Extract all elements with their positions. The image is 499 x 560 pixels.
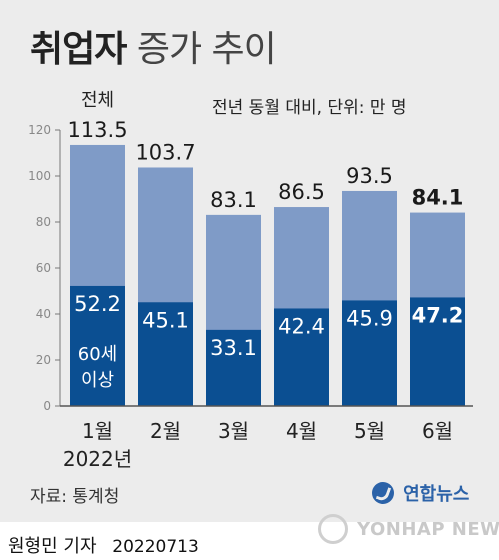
bar-chart: 0 20 40 60 80 100 120 113.5 52.2 1월 103.7 45.1 2월 83.… xyxy=(28,90,473,471)
x-tick-label-2: 2월 xyxy=(150,419,181,443)
series-label-senior-line1: 60세 xyxy=(78,344,117,365)
x-tick-label-3: 3월 xyxy=(218,419,249,443)
yonhap-logo-text: 연합뉴스 xyxy=(403,484,470,505)
bar-senior-4 xyxy=(274,308,329,406)
yonhap-logo-icon xyxy=(372,482,394,504)
unit-note: 전년 동월 대비, 단위: 만 명 xyxy=(212,98,407,118)
yonhap-logo: 연합뉴스 xyxy=(372,480,469,508)
y-tick-label-20: 20 xyxy=(36,353,51,367)
bar-senior-3 xyxy=(206,329,261,406)
watermark-icon xyxy=(318,514,348,544)
byline: 원형민 기자 20220713 xyxy=(8,532,199,558)
watermark-text: YONHAP NEWS xyxy=(357,518,499,540)
total-value-label-4: 86.5 xyxy=(278,180,325,204)
total-value-label-6: 84.1 xyxy=(412,186,464,210)
chart-title: 취업자 증가 추이 xyxy=(30,20,277,72)
byline-name: 원형민 기자 xyxy=(8,536,97,557)
senior-value-label-5: 45.9 xyxy=(346,306,393,330)
series-label-total: 전체 xyxy=(81,90,114,111)
x-tick-label-1: 1월 xyxy=(82,419,113,443)
senior-value-label-2: 45.1 xyxy=(142,308,189,332)
source-note: 자료: 통계청 xyxy=(30,487,120,507)
y-tick-label-120: 120 xyxy=(28,123,51,137)
series-label-senior-line2: 이상 xyxy=(81,370,114,391)
bar-senior-2 xyxy=(138,302,193,406)
x-year-label: 2022년 xyxy=(63,447,132,471)
total-value-label-1: 113.5 xyxy=(67,118,127,142)
total-value-label-2: 103.7 xyxy=(135,140,195,164)
total-value-label-3: 83.1 xyxy=(210,188,257,212)
senior-value-label-3: 33.1 xyxy=(210,336,257,360)
bar-senior-5 xyxy=(342,300,397,406)
x-tick-label-5: 5월 xyxy=(354,419,385,443)
x-tick-label-6: 6월 xyxy=(422,419,453,443)
y-tick-label-100: 100 xyxy=(28,169,51,183)
y-tick-label-40: 40 xyxy=(36,307,51,321)
x-tick-label-4: 4월 xyxy=(286,419,317,443)
bar-senior-6 xyxy=(410,297,465,406)
total-value-label-5: 93.5 xyxy=(346,164,393,188)
senior-value-label-1: 52.2 xyxy=(74,292,121,316)
byline-date: 20220713 xyxy=(112,537,199,557)
chart-title-rest: 증가 추이 xyxy=(136,29,277,70)
chart-title-bold: 취업자 xyxy=(30,29,127,70)
bar-senior-1 xyxy=(70,285,125,406)
senior-value-label-6: 47.2 xyxy=(412,303,464,327)
senior-value-label-4: 42.4 xyxy=(278,314,325,338)
y-tick-label-60: 60 xyxy=(36,261,51,275)
watermark: YONHAP NEWS xyxy=(318,514,499,544)
y-tick-label-0: 0 xyxy=(43,399,51,413)
y-tick-label-80: 80 xyxy=(36,215,51,229)
